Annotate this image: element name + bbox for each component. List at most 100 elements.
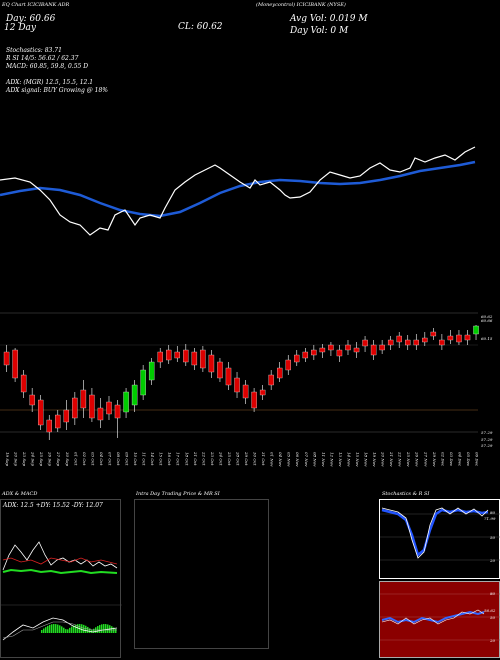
adx-values: ADX: 12.5 +DY: 15.52 -DY: 12.07	[3, 502, 103, 509]
price-axis-top-2: 60.66	[481, 318, 493, 323]
macd-bar	[61, 626, 63, 633]
macd-bar	[97, 626, 99, 633]
candle-body	[123, 391, 129, 413]
candle-body	[362, 339, 368, 347]
macd-bar	[115, 628, 117, 633]
intraday-title: Intra Day Trading Price & MR SI	[136, 491, 220, 497]
date-label: 03 Oct	[90, 452, 95, 466]
date-label: 26 Sep	[48, 451, 53, 466]
candle-body	[345, 344, 351, 351]
candle-body	[422, 337, 428, 343]
macd-bar	[75, 624, 77, 633]
stoch-label-20: 20	[489, 558, 496, 563]
date-label: 26 Nov	[415, 451, 420, 467]
date-label: 24 Oct	[218, 451, 223, 466]
candle-body	[131, 384, 138, 406]
candle-body	[387, 339, 394, 346]
candle-body	[72, 397, 78, 419]
candle-body	[370, 344, 377, 356]
date-label: 25 Oct	[227, 451, 232, 466]
rsi-value: 56.62	[484, 608, 496, 613]
stochastics-panel: 80 50 20 71.99	[379, 499, 500, 579]
rsi-svg: 80 50 20 56.62	[380, 591, 500, 643]
candle-body	[439, 339, 445, 346]
candle-body	[20, 374, 27, 393]
date-label: 19 Nov	[372, 452, 377, 467]
date-label: 28 Oct	[235, 451, 240, 466]
date-label: 01 Nov	[270, 452, 275, 467]
date-label: 20 Sep	[14, 451, 19, 466]
adx-signal-readout: ADX signal: BUY Growing @ 18%	[6, 87, 108, 94]
date-label: 03 Dec	[449, 452, 454, 467]
close-price-label: CL: 60.62	[178, 22, 223, 32]
macd-bar	[81, 624, 83, 633]
candle-body	[396, 335, 402, 343]
candle-body	[12, 349, 18, 379]
candle-body	[63, 409, 70, 423]
date-label: 24 Sep	[31, 451, 36, 466]
candle-body	[225, 367, 232, 386]
date-label: 18 Oct	[184, 452, 189, 466]
macd-bar	[45, 627, 47, 633]
date-label: 07 Nov	[304, 452, 309, 467]
macd-bar	[103, 624, 105, 633]
candle-body	[447, 335, 454, 341]
adx-readout: ADX: (MGR) 12.5, 15.5, 12.1	[6, 79, 94, 86]
candle-body	[80, 389, 87, 409]
candle-body	[336, 349, 343, 357]
adx-macd-title: ADX & MACD	[2, 491, 38, 497]
rsi-readout: R SI 14/5: 56.62 / 62.37	[6, 55, 79, 62]
macd-bar	[77, 624, 79, 633]
date-label: 08 Oct	[116, 452, 121, 466]
candle-body	[37, 399, 44, 426]
macd-bar	[49, 624, 51, 633]
macd-bar	[111, 626, 113, 633]
macd-bar	[51, 624, 53, 633]
date-label: 05 Nov	[287, 452, 292, 467]
macd-readout: MACD: 60.85, 59.8, 0.55 D	[6, 63, 89, 70]
date-label: 04 Dec	[457, 452, 462, 467]
candle-body	[200, 349, 206, 369]
macd-bar	[83, 624, 85, 633]
candle-body	[456, 334, 462, 343]
macd-bar	[43, 628, 45, 633]
candle-body	[311, 349, 317, 356]
date-label: 06 Nov	[295, 452, 300, 467]
stoch-label-80: 80	[490, 510, 496, 515]
candle-body	[430, 331, 437, 337]
date-label: 11 Nov	[321, 452, 326, 467]
date-label: 11 Oct	[142, 452, 147, 466]
stoch-rsi-title: Stochastics & R SI	[382, 491, 430, 497]
candle-body	[174, 351, 180, 359]
macd-bar	[73, 625, 75, 633]
date-label: 20 Nov	[381, 451, 386, 467]
date-label: 04 Oct	[99, 452, 104, 466]
price-axis-mid: 60.15	[481, 336, 493, 341]
candle-body	[294, 354, 300, 363]
date-label: 18 Nov	[364, 452, 369, 467]
rsi-label-50: 50	[490, 615, 496, 620]
date-axis: 19 Sep 20 Sep 23 Sep 24 Sep 25 Sep 26 Sep 27 S…	[5, 451, 479, 467]
candle-body	[242, 384, 249, 399]
rsi-label-80: 80	[490, 591, 496, 596]
date-label: 10 Oct	[133, 452, 138, 466]
macd-bar	[105, 624, 107, 633]
candle-body	[405, 339, 411, 346]
daily-close-label: 12 Day	[4, 23, 36, 33]
candle-body	[464, 334, 471, 341]
candle-body	[55, 414, 61, 429]
candlestick-series	[3, 325, 479, 440]
date-label: 23 Oct	[210, 451, 215, 466]
date-label: 25 Nov	[406, 451, 411, 467]
date-label: 04 Nov	[278, 452, 283, 467]
date-label: 29 Oct	[244, 451, 249, 466]
day-volume-label: Day Vol: 0 M	[290, 26, 349, 36]
candle-body	[251, 391, 257, 409]
macd-bar	[65, 629, 67, 633]
avg-volume-label: Avg Vol: 0.019 M	[290, 14, 368, 24]
price-axis-top-1: 60.62	[481, 314, 493, 319]
candle-body	[268, 374, 274, 386]
intraday-panel	[134, 499, 269, 649]
date-label: 06 Dec	[474, 452, 479, 467]
macd-bar	[89, 628, 91, 633]
